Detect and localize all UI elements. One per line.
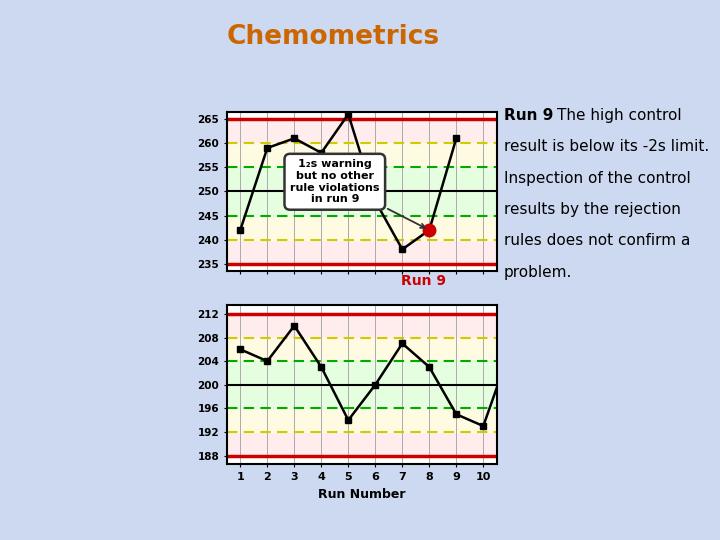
Bar — [227, 314, 497, 456]
Text: The high control: The high control — [557, 108, 681, 123]
Text: Run 9: Run 9 — [504, 108, 554, 123]
Bar — [227, 361, 497, 408]
Bar — [227, 167, 497, 215]
Bar — [227, 338, 497, 432]
Text: Chemometrics: Chemometrics — [227, 24, 440, 50]
Text: Run 9: Run 9 — [402, 274, 446, 288]
Text: rules does not confirm a: rules does not confirm a — [504, 233, 690, 248]
Text: results by the rejection: results by the rejection — [504, 202, 681, 217]
Text: problem.: problem. — [504, 265, 572, 280]
Bar — [227, 143, 497, 240]
Text: result is below its -2s limit.: result is below its -2s limit. — [504, 139, 709, 154]
Bar — [227, 119, 497, 264]
Text: Inspection of the control: Inspection of the control — [504, 171, 690, 186]
X-axis label: Run Number: Run Number — [318, 488, 405, 501]
Text: 1₂s warning
but no other
rule violations
in run 9: 1₂s warning but no other rule violations… — [290, 159, 425, 228]
